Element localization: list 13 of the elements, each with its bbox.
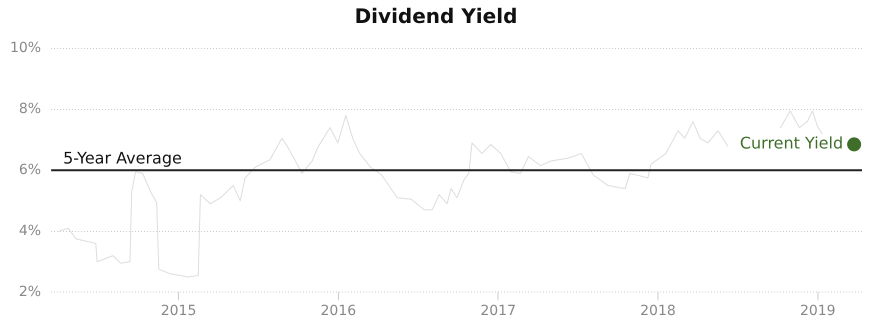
x-tick-label: 2015 (160, 303, 196, 320)
y-tick-label: 4% (18, 222, 42, 239)
x-tick-label: 2019 (800, 303, 836, 320)
x-tick-label: 2018 (640, 303, 676, 320)
x-tick-label: 2017 (480, 303, 516, 320)
y-tick-label: 2% (18, 284, 42, 300)
x-tick-label: 2016 (320, 303, 356, 320)
series-label: Current Yield (740, 134, 844, 153)
y-tick-label: 6% (18, 162, 42, 178)
chart-title: Dividend Yield (354, 4, 518, 28)
ref-line-label: 5-Year Average (63, 148, 182, 168)
y-tick-label: 8% (18, 100, 42, 117)
y-tick-label: 10% (10, 40, 42, 56)
